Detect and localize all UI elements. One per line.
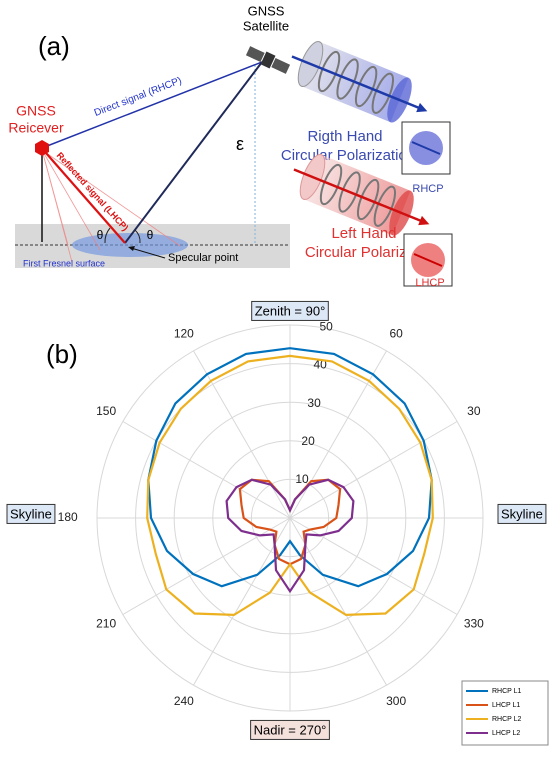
rhcp-title: Rigth Hand bbox=[307, 128, 382, 145]
r-tick-label: 20 bbox=[301, 434, 315, 448]
receiver-label: GNSS bbox=[16, 103, 56, 119]
direct-label: Direct signal (RHCP) bbox=[93, 75, 184, 119]
theta-tick-label: 180 bbox=[58, 510, 78, 524]
panel-a: (a) GNSS Satellite GNSS Reicever Direct … bbox=[8, 3, 452, 288]
rhcp-label: RHCP bbox=[412, 183, 443, 195]
theta-tick-label: 30 bbox=[467, 404, 481, 418]
grid-spoke bbox=[123, 518, 290, 615]
panel-label: (b) bbox=[46, 339, 78, 369]
theta-tick-label: 150 bbox=[96, 404, 116, 418]
legend-label: RHCP L1 bbox=[492, 688, 522, 695]
theta-label: θ bbox=[97, 228, 104, 242]
theta-label: θ bbox=[147, 228, 154, 242]
rhcp-helix bbox=[283, 34, 436, 133]
elevation-label: ε bbox=[236, 134, 244, 154]
r-tick-label: 30 bbox=[307, 396, 321, 410]
horizon-label: Skyline bbox=[10, 506, 52, 521]
r-tick-label: 10 bbox=[295, 472, 309, 486]
theta-tick-label: 120 bbox=[174, 326, 194, 340]
grid-spoke bbox=[290, 518, 457, 615]
theta-tick-label: 300 bbox=[386, 694, 406, 708]
satellite-label: Satellite bbox=[243, 18, 289, 33]
theta-tick-label: 330 bbox=[464, 616, 484, 630]
receiver-label: Reicever bbox=[8, 120, 64, 136]
theta-tick-label: Nadir = 270° bbox=[254, 722, 327, 737]
panel-b: (b) 102030405003060Zenith = 90°120150180… bbox=[7, 301, 548, 745]
satellite-label: GNSS bbox=[248, 3, 285, 18]
theta-tick-label: 60 bbox=[389, 326, 403, 340]
grid-spoke bbox=[194, 351, 291, 518]
panel-label: (a) bbox=[38, 31, 70, 61]
lhcp-title: Left Hand bbox=[331, 225, 396, 242]
horizon-label: Skyline bbox=[501, 506, 543, 521]
legend-label: LHCP L1 bbox=[492, 702, 520, 709]
specular-label: Specular point bbox=[168, 252, 238, 264]
theta-tick-label: 240 bbox=[174, 694, 194, 708]
r-tick-label: 50 bbox=[320, 320, 334, 334]
fresnel-label: First Fresnel surface bbox=[23, 258, 105, 268]
legend-label: RHCP L2 bbox=[492, 716, 522, 723]
figure: (a) GNSS Satellite GNSS Reicever Direct … bbox=[0, 0, 552, 758]
lhcp-label: LHCP bbox=[415, 277, 444, 289]
legend-label: LHCP L2 bbox=[492, 730, 520, 737]
satellite bbox=[245, 44, 291, 75]
rhcp-title: Circular Polarization bbox=[281, 147, 415, 164]
theta-tick-label: Zenith = 90° bbox=[255, 303, 326, 318]
theta-tick-label: 210 bbox=[96, 616, 116, 630]
